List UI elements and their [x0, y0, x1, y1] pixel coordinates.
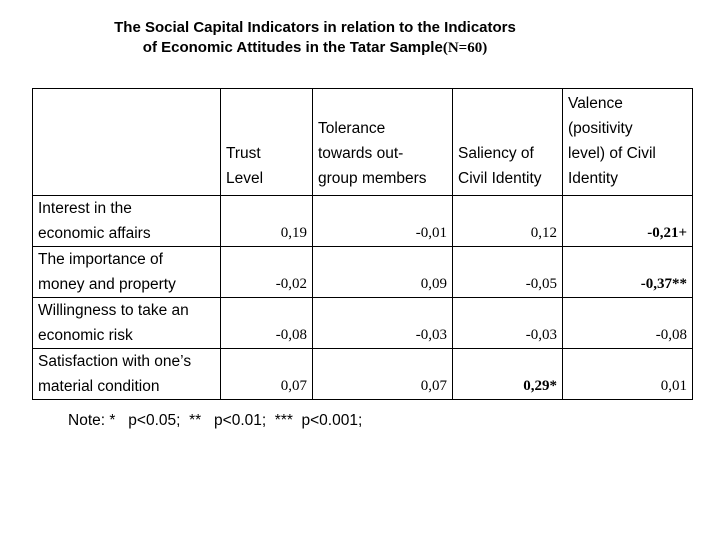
value-cell-significant: -0,21+ — [562, 195, 693, 247]
column-header-empty — [32, 88, 221, 196]
table-header-row: Trust Level Tolerance towards out- group… — [32, 88, 693, 196]
slide-title-line-2: of Economic Attitudes in the Tatar Sampl… — [0, 38, 630, 58]
value-cell: -0,08 — [220, 297, 313, 349]
correlation-table: Trust Level Tolerance towards out- group… — [32, 88, 693, 400]
table-row: Interest in the economic affairs 0,19 -0… — [32, 195, 693, 247]
column-header-saliency: Saliency of Civil Identity — [452, 88, 563, 196]
sample-size: (N=60) — [442, 40, 488, 56]
value-cell-significant: -0,37** — [562, 246, 693, 298]
value-cell: 0,01 — [562, 348, 693, 400]
value-cell: -0,08 — [562, 297, 693, 349]
table-row: Satisfaction with one’s material conditi… — [32, 348, 693, 400]
slide-title: The Social Capital Indicators in relatio… — [0, 18, 630, 58]
value-cell: 0,09 — [312, 246, 453, 298]
value-cell: 0,07 — [312, 348, 453, 400]
slide-title-line-1: The Social Capital Indicators in relatio… — [114, 19, 516, 36]
value-cell: -0,03 — [312, 297, 453, 349]
row-label-satisfaction: Satisfaction with one’s material conditi… — [32, 348, 221, 400]
table-row: Willingness to take an economic risk -0,… — [32, 297, 693, 349]
value-cell: 0,07 — [220, 348, 313, 400]
row-label-willingness: Willingness to take an economic risk — [32, 297, 221, 349]
value-cell: -0,01 — [312, 195, 453, 247]
value-cell: -0,02 — [220, 246, 313, 298]
significance-note: Note: * p<0.05; ** p<0.01; *** p<0.001; — [68, 412, 363, 429]
column-header-tolerance: Tolerance towards out- group members — [312, 88, 453, 196]
value-cell-significant: 0,29* — [452, 348, 563, 400]
value-cell: -0,05 — [452, 246, 563, 298]
column-header-valence: Valence (positivity level) of Civil Iden… — [562, 88, 693, 196]
value-cell: -0,03 — [452, 297, 563, 349]
table-row: The importance of money and property -0,… — [32, 246, 693, 298]
value-cell: 0,19 — [220, 195, 313, 247]
value-cell: 0,12 — [452, 195, 563, 247]
row-label-interest: Interest in the economic affairs — [32, 195, 221, 247]
column-header-trust-level: Trust Level — [220, 88, 313, 196]
row-label-importance: The importance of money and property — [32, 246, 221, 298]
slide-title-line-2-text: of Economic Attitudes in the Tatar Sampl… — [142, 39, 443, 56]
